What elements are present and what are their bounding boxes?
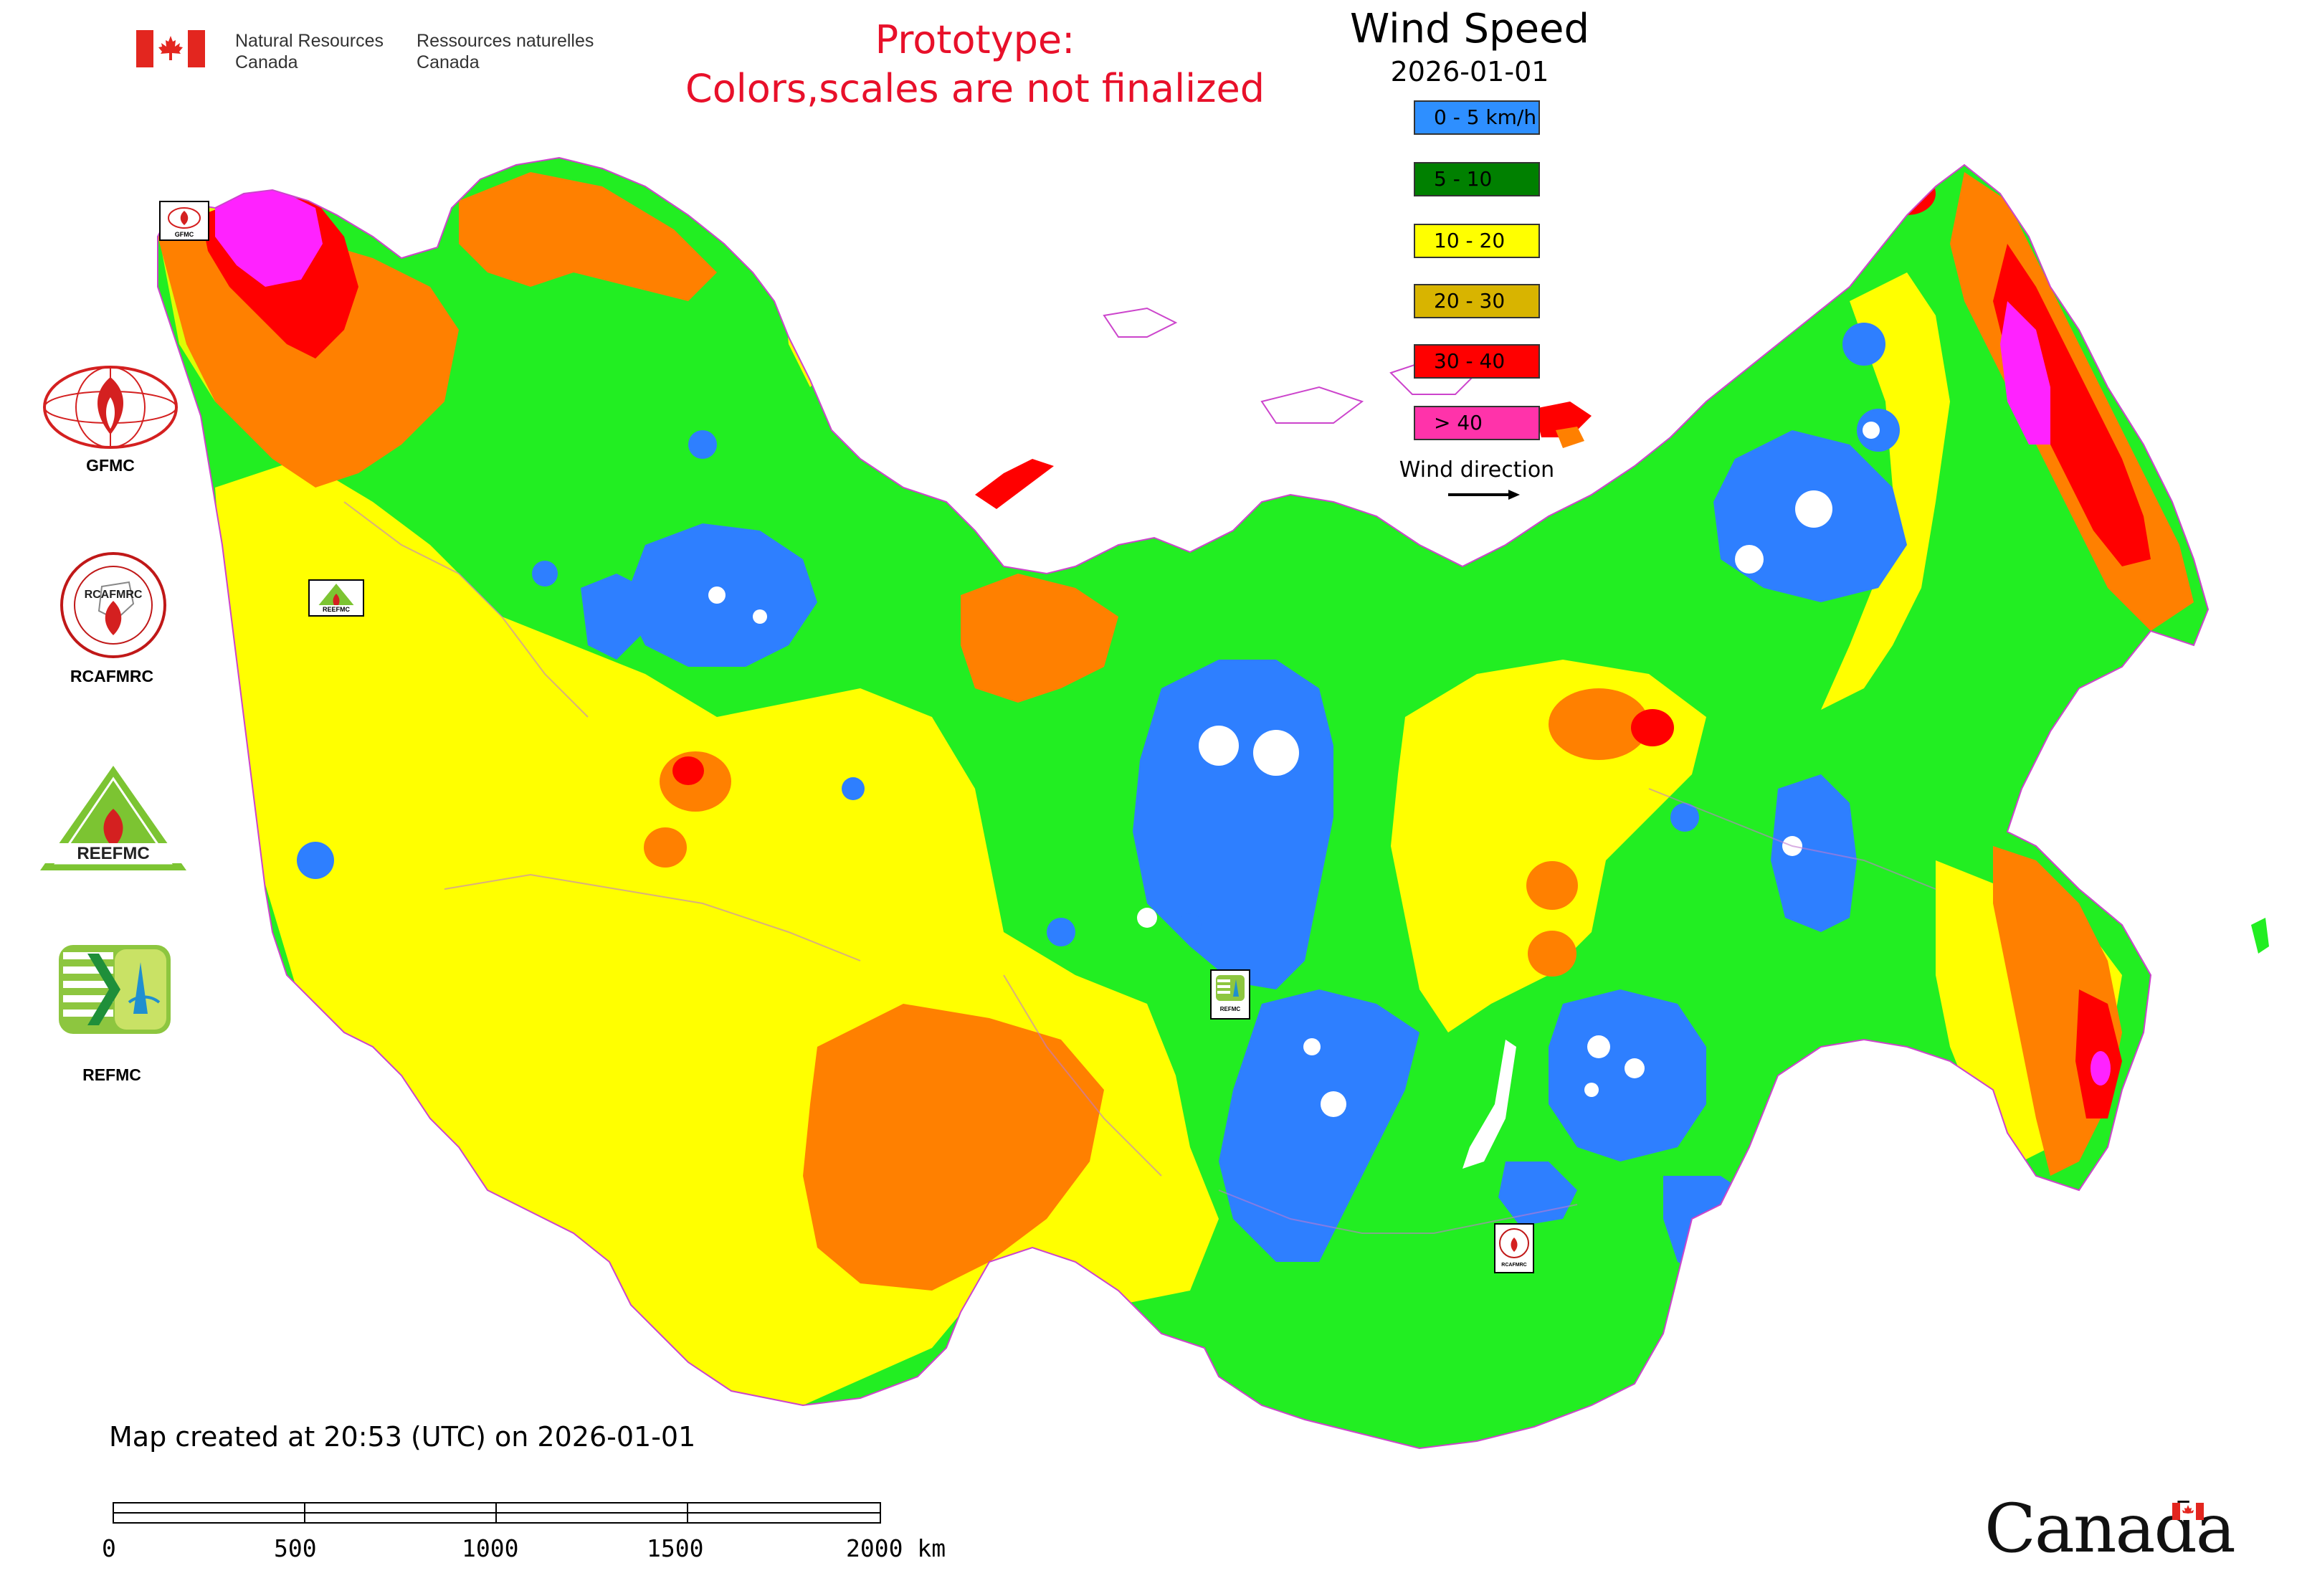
map-badge-reefmc-text: REEFMC [323, 606, 351, 613]
gov-name-french: Ressources naturelles Canada [417, 31, 594, 72]
admin-borders [343, 501, 1936, 1234]
map-badge-gfmc: GFMC [159, 201, 209, 241]
reefmc-logo-text: REEFMC [77, 844, 149, 863]
reefmc-logo-icon: REEFMC [39, 766, 188, 870]
map-created-timestamp: Map created at 20:53 (UTC) on 2026-01-01 [109, 1421, 696, 1453]
legend-item: 10 - 20 [1414, 224, 1540, 258]
rcafmrc-logo-icon: RCAFMRC [60, 552, 166, 658]
legend-date: 2026-01-01 [1390, 56, 1549, 87]
coastline [157, 156, 2210, 1450]
scale-tick-label: 0 [102, 1534, 116, 1562]
scale-tick-label: 1000 [462, 1534, 519, 1562]
map-badge-refmc: REFMC [1210, 969, 1250, 1020]
map-badge-refmc-text: REFMC [1220, 1006, 1241, 1012]
legend-title: Wind Speed [1349, 6, 1590, 52]
rcafmrc-label: RCAFMRC [70, 667, 154, 685]
legend-item: 5 - 10 [1414, 162, 1540, 196]
gfmc-label: GFMC [86, 456, 135, 475]
wind-direction-label: Wind direction [1399, 457, 1555, 483]
canada-flag-icon [136, 30, 205, 67]
legend-item: > 40 [1414, 406, 1540, 440]
wordmark-flag-icon [2172, 1503, 2204, 1520]
scale-tick-label: 1500 [647, 1534, 704, 1562]
map-badge-rcafmrc: RCAFMRC [1494, 1223, 1534, 1273]
legend-item: 30 - 40 [1414, 344, 1540, 379]
gfmc-logo-icon [43, 366, 178, 449]
legend-item: 20 - 30 [1414, 284, 1540, 318]
wind-direction-arrow-icon [1448, 490, 1520, 500]
map-badge-reefmc: REEFMC [308, 579, 364, 617]
refmc-label: REFMC [82, 1065, 141, 1084]
gov-name-english: Natural Resources Canada [235, 31, 384, 72]
map-badge-gfmc-text: GFMC [175, 231, 194, 238]
scale-tick-label: 500 [274, 1534, 317, 1562]
map-badge-rcafmrc-text: RCAFMRC [1501, 1263, 1526, 1268]
government-signature: Natural Resources Canada Ressources natu… [136, 30, 594, 73]
arctic-islands [975, 307, 2269, 954]
refmc-logo-icon [59, 945, 171, 1034]
scale-tick-label: 2000 km [846, 1534, 946, 1562]
legend-item: 0 - 5 km/h [1414, 100, 1540, 135]
rcafmrc-logo-text: RCAFMRC [85, 589, 143, 601]
prototype-notice: Prototype: Colors,scales are not finaliz… [685, 17, 1265, 111]
scale-bar [113, 1502, 881, 1524]
canada-wordmark: Canada [1984, 1490, 2236, 1568]
